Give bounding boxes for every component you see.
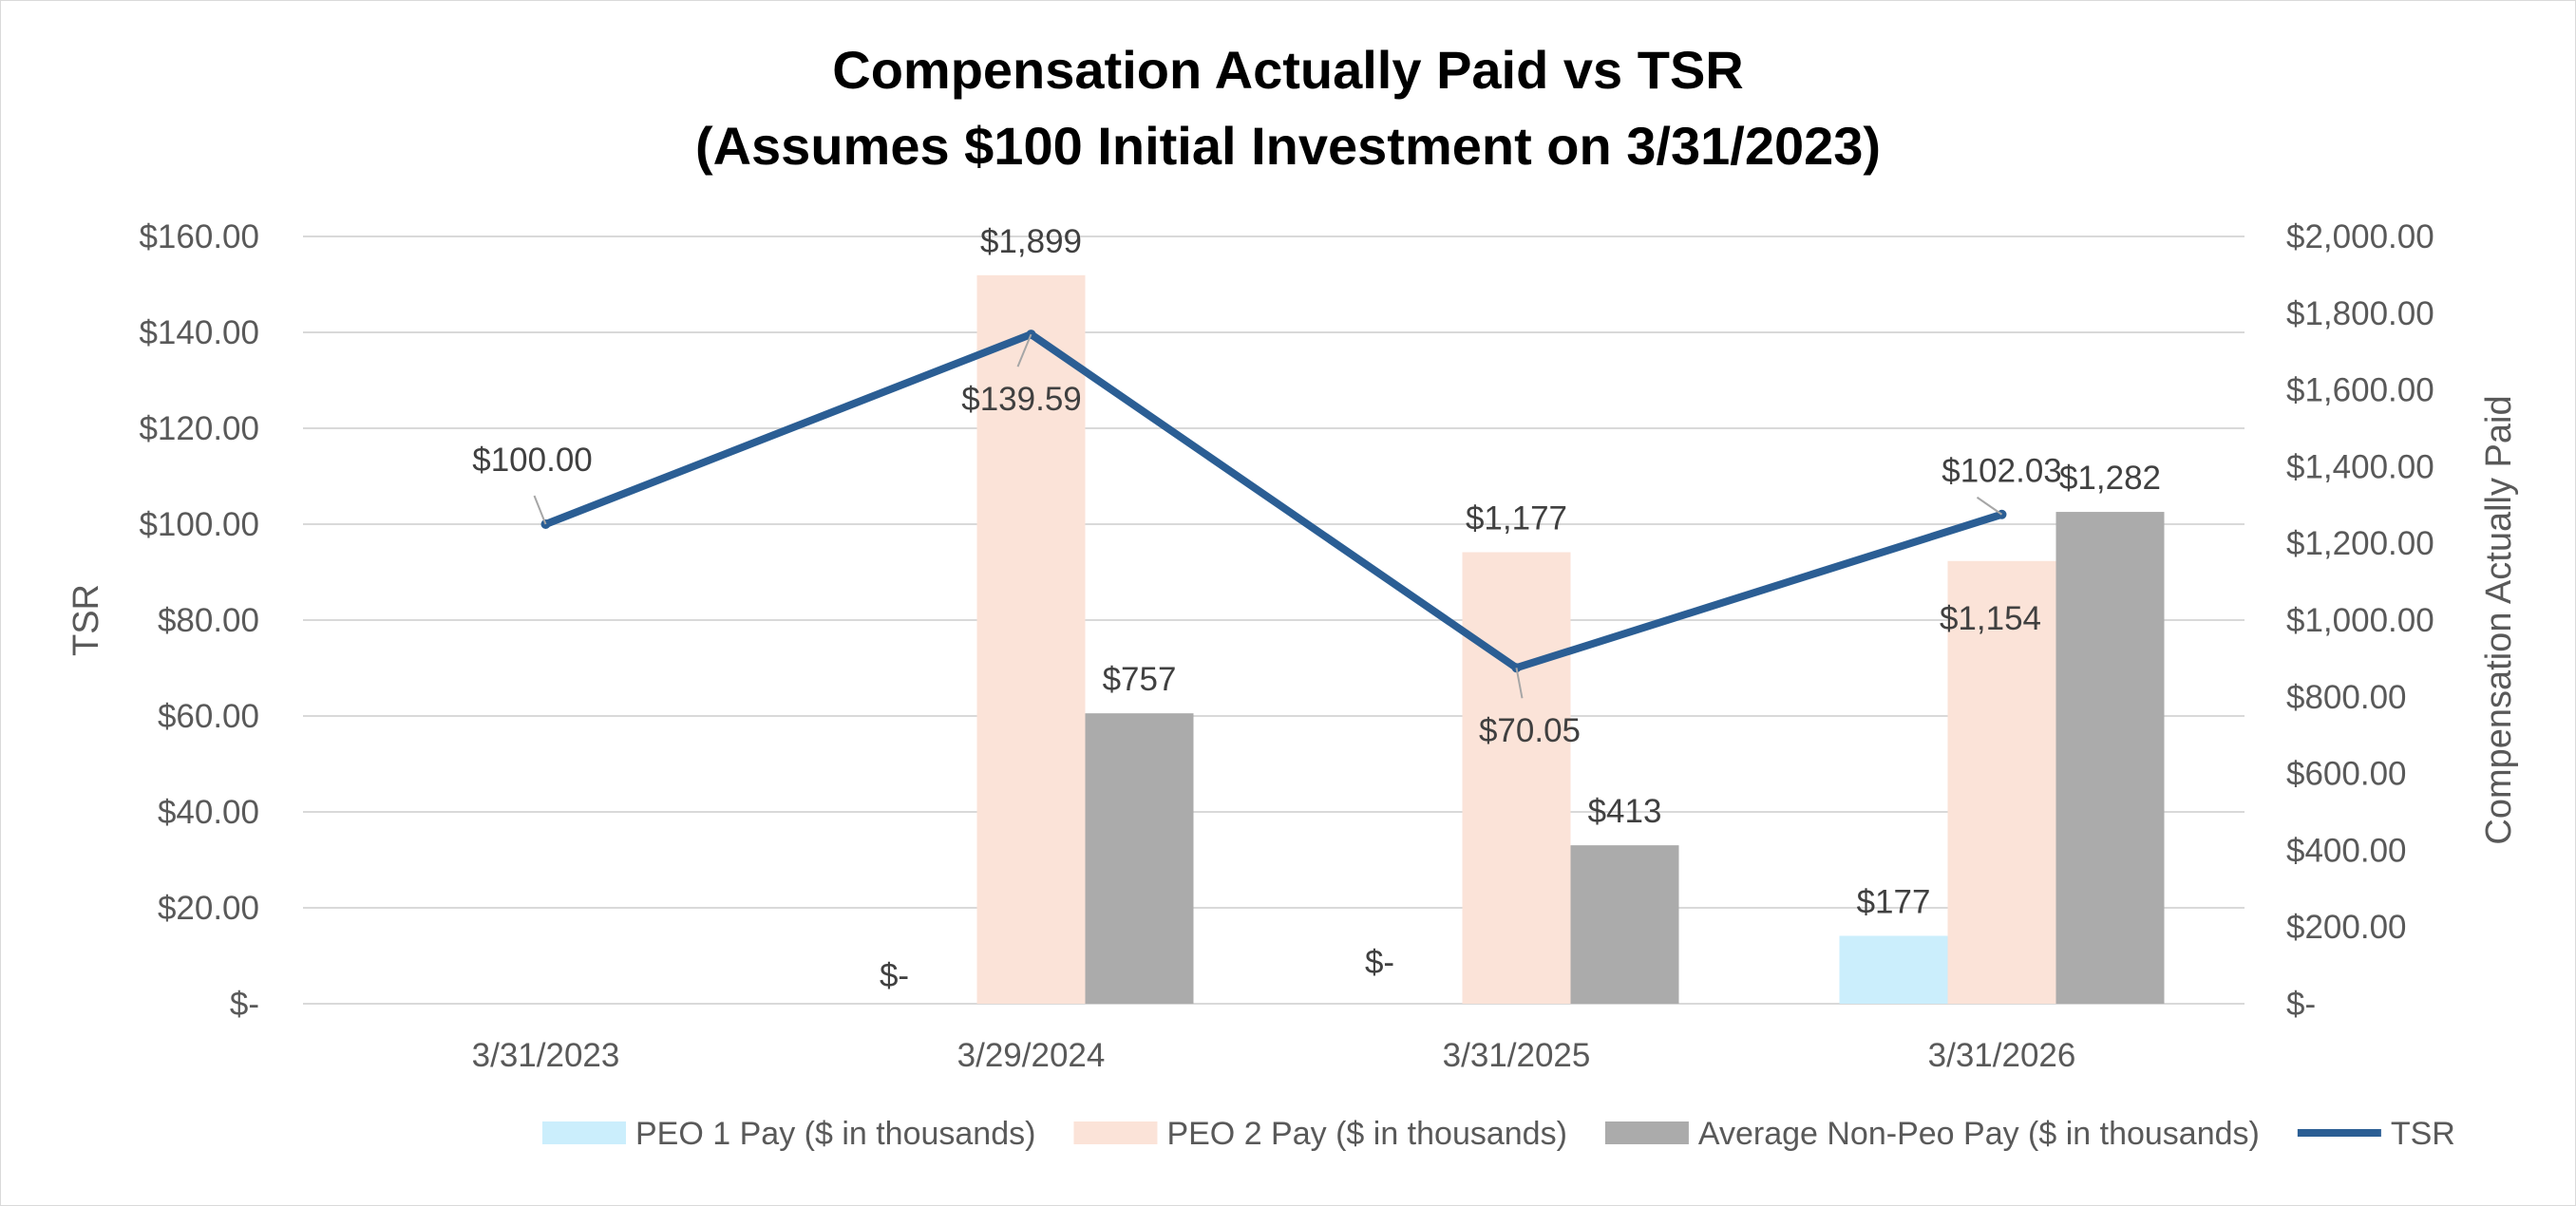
left-tick-label: $100.00 bbox=[139, 506, 259, 543]
tsr-leader-line bbox=[533, 495, 547, 525]
bar-data-label: $413 bbox=[1588, 793, 1662, 830]
bar-peo-2-pay-in-thousands-4 bbox=[1947, 560, 2056, 1004]
tsr-data-label: $100.00 bbox=[472, 442, 593, 479]
bar-peo-1-pay-in-thousands-4 bbox=[1839, 935, 1948, 1004]
category-axis: 3/31/2023 3/29/2024 3/31/2025 3/31/2026 bbox=[472, 1037, 2076, 1074]
bar-data-label: $- bbox=[880, 957, 909, 994]
right-tick-label: $2,000.00 bbox=[2286, 218, 2434, 255]
left-tick-label: $120.00 bbox=[139, 410, 259, 447]
legend-swatch-average-non-peo-pay-in-thousands bbox=[1604, 1121, 1689, 1144]
left-tick-label: $80.00 bbox=[158, 602, 259, 639]
gridlines bbox=[303, 236, 2245, 1005]
bar-average-non-peo-pay-in-thousands-4 bbox=[2055, 512, 2165, 1004]
left-tick-label: $140.00 bbox=[139, 314, 259, 351]
tsr-leader-line bbox=[1016, 333, 1032, 367]
bar-data-label: $1,282 bbox=[2059, 460, 2161, 497]
legend-label: PEO 1 Pay ($ in thousands) bbox=[635, 1116, 1035, 1152]
bar-marks bbox=[976, 274, 2165, 1005]
tsr-data-label: $70.05 bbox=[1479, 712, 1581, 749]
right-tick-label: $1,000.00 bbox=[2286, 602, 2434, 639]
chart-title-line-2: (Assumes $100 Initial Investment on 3/31… bbox=[695, 116, 1881, 176]
left-axis-title: TSR bbox=[66, 584, 106, 656]
bar-average-non-peo-pay-in-thousands-3 bbox=[1570, 845, 1679, 1004]
left-tick-label: $40.00 bbox=[158, 794, 259, 831]
left-tick-label: $20.00 bbox=[158, 890, 259, 927]
legend-swatch-peo-2-pay-in-thousands bbox=[1073, 1121, 1158, 1144]
bar-data-label: $757 bbox=[1103, 661, 1177, 698]
right-tick-label: $1,200.00 bbox=[2286, 525, 2434, 562]
right-tick-label: $400.00 bbox=[2286, 832, 2407, 869]
right-tick-label: $600.00 bbox=[2286, 756, 2407, 793]
right-tick-label: $1,800.00 bbox=[2286, 295, 2434, 332]
tsr-leader-line bbox=[1515, 668, 1524, 699]
left-axis-ticks: $- $20.00 $40.00 $60.00 $80.00 $100.00 $120.00… bbox=[139, 218, 259, 1023]
bar-data-label: $1,899 bbox=[980, 223, 1082, 260]
category-label: 3/29/2024 bbox=[957, 1037, 1106, 1074]
left-tick-label: $60.00 bbox=[158, 698, 259, 735]
left-tick-label: $- bbox=[230, 986, 259, 1023]
bar-data-label: $1,154 bbox=[1940, 600, 2041, 637]
right-tick-label: $1,600.00 bbox=[2286, 372, 2434, 409]
legend-label: TSR bbox=[2391, 1116, 2455, 1152]
legend-label: PEO 2 Pay ($ in thousands) bbox=[1166, 1116, 1566, 1152]
legend-label: Average Non-Peo Pay ($ in thousands) bbox=[1698, 1116, 2260, 1152]
bar-peo-2-pay-in-thousands-2 bbox=[976, 274, 1086, 1005]
bar-average-non-peo-pay-in-thousands-2 bbox=[1085, 713, 1194, 1004]
right-tick-label: $200.00 bbox=[2286, 909, 2407, 946]
left-tick-label: $160.00 bbox=[139, 218, 259, 255]
legend-swatch-peo-1-pay-in-thousands bbox=[542, 1121, 626, 1144]
tsr-line bbox=[540, 330, 2007, 673]
right-tick-label: $1,400.00 bbox=[2286, 448, 2434, 485]
bar-data-label: $1,177 bbox=[1466, 499, 1567, 537]
category-label: 3/31/2026 bbox=[1928, 1037, 2076, 1074]
tsr-data-label: $139.59 bbox=[961, 381, 1082, 418]
legend: PEO 1 Pay ($ in thousands) PEO 2 Pay ($ i… bbox=[542, 1116, 2455, 1152]
data-labels: $- $- $177 $1,899 $1,177 $1,154 $757 $413 $1,282… bbox=[472, 223, 2161, 994]
bar-data-label: $- bbox=[1365, 944, 1394, 981]
tsr-leader-line bbox=[1976, 496, 2003, 516]
chart-title-line-1: Compensation Actually Paid vs TSR bbox=[832, 40, 1743, 100]
category-label: 3/31/2025 bbox=[1443, 1037, 1591, 1074]
right-axis-ticks: $- $200.00 $400.00 $600.00 $800.00 $1,000.00 $… bbox=[2286, 218, 2434, 1023]
right-tick-label: $- bbox=[2286, 986, 2316, 1023]
tsr-data-label: $102.03 bbox=[1941, 453, 2062, 490]
right-axis-title: Compensation Actually Paid bbox=[2479, 395, 2519, 844]
tsr-line-path bbox=[541, 330, 2006, 672]
bar-peo-2-pay-in-thousands-3 bbox=[1462, 552, 1571, 1004]
bar-data-label: $177 bbox=[1857, 883, 1931, 920]
right-tick-label: $800.00 bbox=[2286, 679, 2407, 716]
category-label: 3/31/2023 bbox=[472, 1037, 620, 1074]
